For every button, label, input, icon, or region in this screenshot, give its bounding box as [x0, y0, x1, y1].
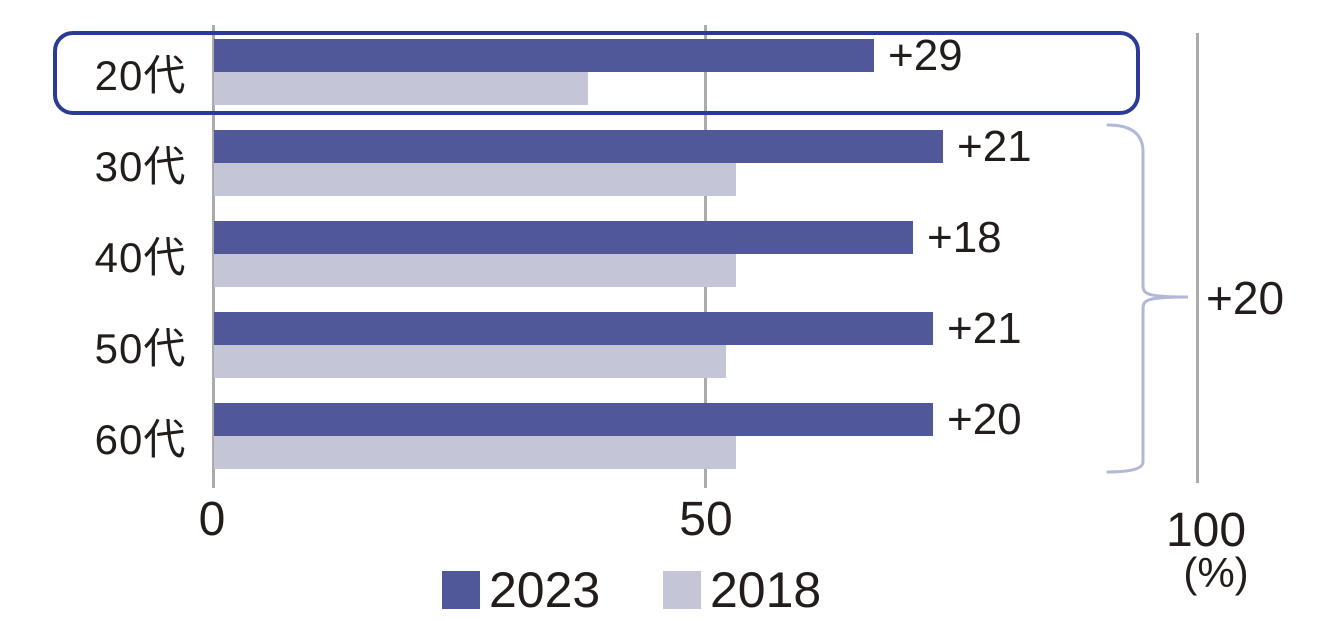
bar-2018-row-4 — [214, 345, 726, 378]
gridline-0-percent — [212, 25, 215, 488]
bar-2023-row-3 — [214, 221, 913, 254]
diff-label-1: +29 — [888, 31, 963, 80]
bar-2023-row-1 — [214, 39, 874, 72]
axis-unit-label: (%) — [1183, 549, 1249, 596]
diff-label-3: +18 — [927, 213, 1002, 262]
x-tick-50: 50 — [679, 493, 733, 546]
legend-swatch-2023 — [442, 571, 480, 609]
group-diff-label: +20 — [1206, 272, 1285, 324]
legend-label-2018: 2018 — [710, 562, 822, 618]
category-label-2: 30代 — [94, 142, 187, 190]
bar-2023-row-4 — [214, 312, 933, 345]
category-label-3: 40代 — [94, 233, 187, 281]
diff-label-2: +21 — [957, 122, 1032, 171]
bar-2023-row-2 — [214, 130, 943, 163]
x-tick-100: 100 — [1165, 504, 1247, 557]
bar-2018-row-5 — [214, 436, 736, 469]
x-tick-0: 0 — [198, 493, 226, 546]
diff-label-4: +21 — [947, 304, 1022, 353]
highlight-box-20s — [53, 31, 1140, 115]
category-label-5: 60代 — [94, 415, 187, 463]
legend-label-2023: 2023 — [489, 562, 601, 618]
bar-2018-row-2 — [214, 163, 736, 196]
bar-2018-row-1 — [214, 72, 588, 105]
diff-label-5: +20 — [947, 395, 1022, 444]
legend-swatch-2018 — [663, 571, 701, 609]
gridline-100-percent — [1196, 33, 1199, 483]
bar-2018-row-3 — [214, 254, 736, 287]
category-label-1: 20代 — [94, 51, 187, 99]
bar-2023-row-5 — [214, 403, 933, 436]
group-brace — [1106, 123, 1189, 474]
category-label-4: 50代 — [94, 324, 187, 372]
